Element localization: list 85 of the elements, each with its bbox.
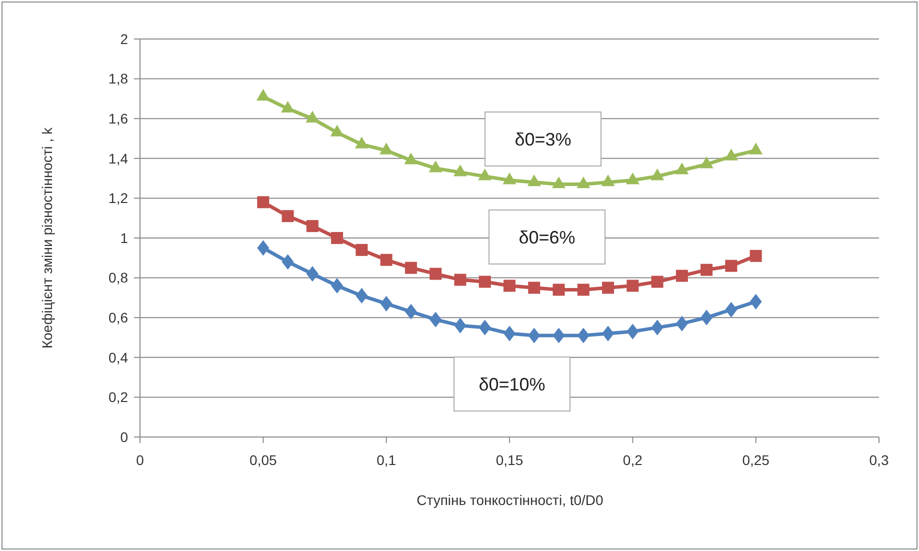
point: [576, 176, 590, 188]
point: [380, 254, 392, 266]
point: [700, 156, 714, 168]
point: [354, 136, 368, 148]
point: [404, 152, 418, 164]
y-tick-label: 0,4: [108, 349, 128, 366]
point: [602, 326, 614, 342]
point: [725, 260, 738, 272]
x-tick-label: 0,15: [496, 452, 524, 468]
y-tick-label: 0: [120, 428, 128, 445]
point: [676, 316, 688, 332]
y-tick-label: 1,8: [108, 70, 128, 87]
point: [602, 282, 614, 294]
point: [356, 244, 368, 256]
point: [601, 174, 615, 186]
point: [626, 172, 640, 184]
x-tick-label: 0,1: [376, 452, 396, 468]
point: [700, 310, 713, 326]
point: [552, 176, 566, 188]
point: [750, 250, 762, 262]
point: [478, 276, 491, 288]
point: [306, 110, 320, 123]
x-tick-label: 0,25: [742, 452, 770, 468]
y-tick-label: 1,6: [108, 110, 128, 126]
point: [725, 302, 738, 318]
x-tick-label: 0,2: [622, 452, 643, 468]
point: [527, 174, 541, 186]
point: [257, 240, 270, 256]
point: [454, 274, 466, 286]
point: [380, 296, 392, 312]
point: [454, 318, 466, 334]
point: [528, 282, 540, 294]
point: [306, 220, 318, 232]
point: [331, 278, 344, 294]
point: [626, 280, 639, 292]
x-axis-title: Ступінь тонкостінності, t0/D0: [416, 492, 604, 508]
point: [478, 168, 492, 180]
point: [256, 88, 270, 101]
point: [552, 328, 565, 344]
x-tick-label: 0: [136, 452, 144, 468]
point: [502, 172, 516, 184]
point: [724, 148, 738, 160]
point: [577, 328, 590, 344]
y-tick-label: 0,6: [108, 310, 128, 326]
point: [404, 262, 417, 274]
point: [282, 254, 294, 270]
point: [430, 268, 442, 280]
y-axis-title: Коефіцієнт зміни різностінності , k: [39, 126, 55, 349]
point: [478, 320, 491, 336]
point: [528, 328, 540, 344]
point: [651, 320, 664, 336]
point: [331, 232, 344, 244]
point: [404, 304, 417, 320]
point: [330, 124, 344, 136]
x-tick-label: 0,05: [250, 452, 278, 468]
y-tick-label: 1,2: [108, 190, 128, 206]
y-tick-label: 0,2: [108, 389, 128, 406]
point: [504, 326, 516, 342]
point: [306, 266, 318, 282]
series-label: δ0=10%: [478, 374, 546, 394]
y-tick-label: 2: [120, 30, 128, 47]
point: [428, 160, 442, 172]
point: [577, 284, 590, 296]
point: [504, 280, 516, 292]
point: [750, 294, 762, 310]
point: [356, 288, 368, 304]
series-label: δ0=6%: [518, 227, 576, 248]
y-tick-label: 1: [120, 230, 128, 246]
point: [453, 164, 467, 176]
point: [749, 142, 763, 154]
y-tick-label: 0,8: [108, 270, 128, 286]
point: [675, 162, 689, 174]
point: [257, 196, 270, 208]
point: [651, 276, 664, 288]
point: [430, 312, 442, 328]
x-tick-label: 0,3: [869, 452, 889, 468]
point: [700, 264, 713, 276]
point: [380, 142, 394, 154]
point: [626, 324, 639, 340]
point: [282, 210, 294, 222]
point: [676, 270, 688, 282]
y-tick-label: 1,4: [108, 150, 128, 166]
point: [650, 168, 664, 180]
series-label: δ0=3%: [514, 129, 572, 150]
point: [552, 284, 565, 296]
